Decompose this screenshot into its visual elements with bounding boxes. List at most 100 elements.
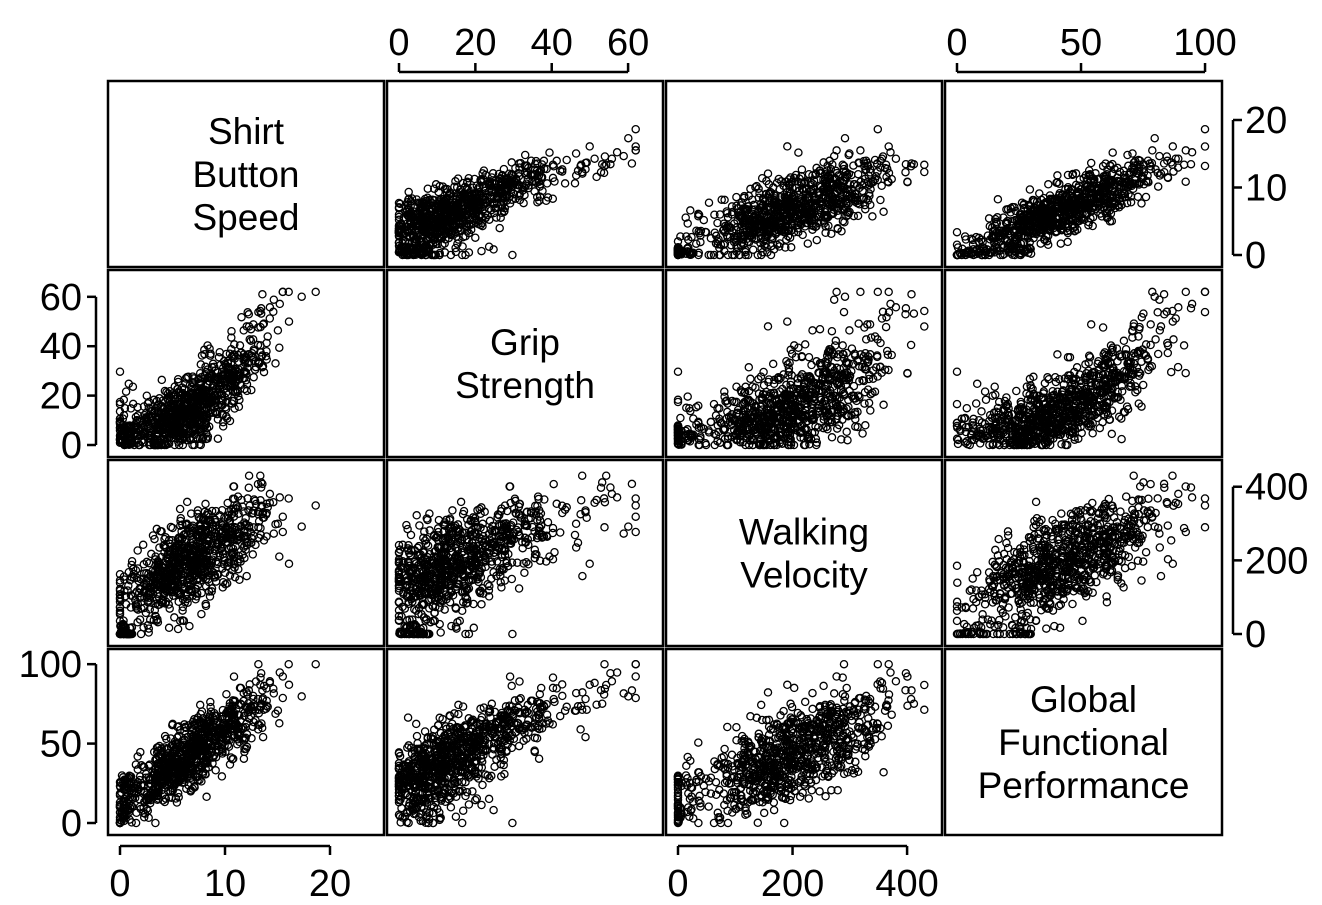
- data-point: [258, 290, 267, 299]
- panel-frames: [106, 79, 1224, 837]
- data-point: [811, 194, 821, 204]
- data-point: [590, 154, 599, 163]
- data-point: [490, 204, 499, 213]
- data-point: [601, 160, 611, 170]
- data-point: [758, 206, 767, 215]
- data-point: [784, 191, 793, 201]
- data-point: [749, 200, 759, 210]
- data-point: [275, 343, 284, 352]
- data-point: [783, 216, 793, 226]
- data-point: [526, 156, 536, 165]
- data-point: [866, 406, 875, 415]
- data-point: [1137, 199, 1146, 208]
- data-point: [836, 199, 846, 209]
- data-point: [538, 186, 547, 196]
- data-point: [797, 204, 807, 214]
- data-point: [673, 367, 683, 376]
- data-point: [570, 179, 580, 188]
- data-point: [858, 181, 867, 190]
- data-point: [394, 228, 404, 237]
- data-point: [903, 369, 912, 378]
- data-point: [557, 167, 567, 176]
- data-point: [788, 183, 797, 192]
- data-point: [868, 212, 877, 221]
- data-point: [810, 215, 820, 224]
- data-point: [884, 178, 893, 187]
- data-point: [681, 213, 690, 222]
- panel-points-grip-vs-global: [952, 287, 1210, 450]
- data-point: [691, 239, 701, 248]
- data-point: [772, 178, 782, 188]
- panel-frame-2-2: [664, 458, 944, 648]
- data-point: [600, 161, 609, 171]
- data-point: [696, 237, 705, 247]
- data-point: [758, 247, 767, 257]
- data-point: [872, 159, 882, 168]
- data-point: [631, 124, 640, 134]
- data-point: [821, 228, 830, 238]
- data-point: [412, 195, 421, 204]
- data-point: [720, 195, 729, 205]
- data-point: [297, 292, 306, 301]
- data-point: [990, 382, 999, 391]
- data-point: [520, 161, 530, 171]
- data-point: [839, 307, 849, 317]
- data-point: [462, 227, 472, 236]
- panel-points-shirt-vs-grip: [394, 124, 640, 260]
- panel-frame-2-0: [106, 458, 386, 648]
- data-point: [811, 199, 821, 208]
- data-point: [142, 391, 152, 400]
- data-point: [694, 209, 703, 219]
- data-point: [798, 230, 807, 240]
- data-point: [1150, 133, 1159, 143]
- data-point: [733, 208, 743, 217]
- data-point: [786, 243, 796, 252]
- data-point: [419, 237, 428, 246]
- data-point: [701, 228, 711, 237]
- data-point: [477, 246, 486, 256]
- data-point: [783, 142, 792, 151]
- data-point: [489, 194, 498, 204]
- data-point: [265, 314, 275, 323]
- data-point: [808, 326, 817, 335]
- data-point: [827, 326, 837, 336]
- data-point: [827, 433, 837, 442]
- data-point: [884, 287, 893, 297]
- data-point: [1179, 160, 1189, 169]
- data-point: [737, 221, 747, 231]
- data-point: [631, 146, 640, 155]
- data-point: [560, 179, 570, 188]
- data-point: [1063, 237, 1072, 247]
- data-point: [741, 206, 751, 215]
- data-point: [832, 287, 841, 297]
- data-point: [691, 402, 701, 412]
- data-point: [842, 427, 851, 437]
- data-point: [429, 184, 439, 193]
- data-point: [859, 193, 869, 203]
- data-point: [432, 200, 442, 209]
- data-point: [489, 199, 499, 208]
- data-point: [519, 198, 528, 208]
- data-point: [462, 210, 472, 220]
- data-point: [825, 184, 835, 193]
- data-point: [783, 317, 792, 326]
- data-point: [676, 232, 685, 241]
- data-point: [1025, 185, 1035, 194]
- data-point: [446, 250, 456, 260]
- data-point: [406, 201, 415, 210]
- data-point: [506, 187, 516, 197]
- data-point: [478, 169, 487, 178]
- data-point: [952, 367, 962, 376]
- data-point: [704, 198, 714, 207]
- data-point: [396, 243, 405, 252]
- data-point: [446, 207, 456, 217]
- data-point: [488, 169, 498, 178]
- data-point: [115, 367, 125, 376]
- data-point: [683, 392, 692, 401]
- data-point: [441, 215, 450, 224]
- data-point: [1181, 287, 1191, 297]
- data-point: [781, 243, 790, 252]
- data-point: [689, 248, 698, 258]
- data-point: [739, 235, 748, 244]
- data-point: [273, 326, 283, 335]
